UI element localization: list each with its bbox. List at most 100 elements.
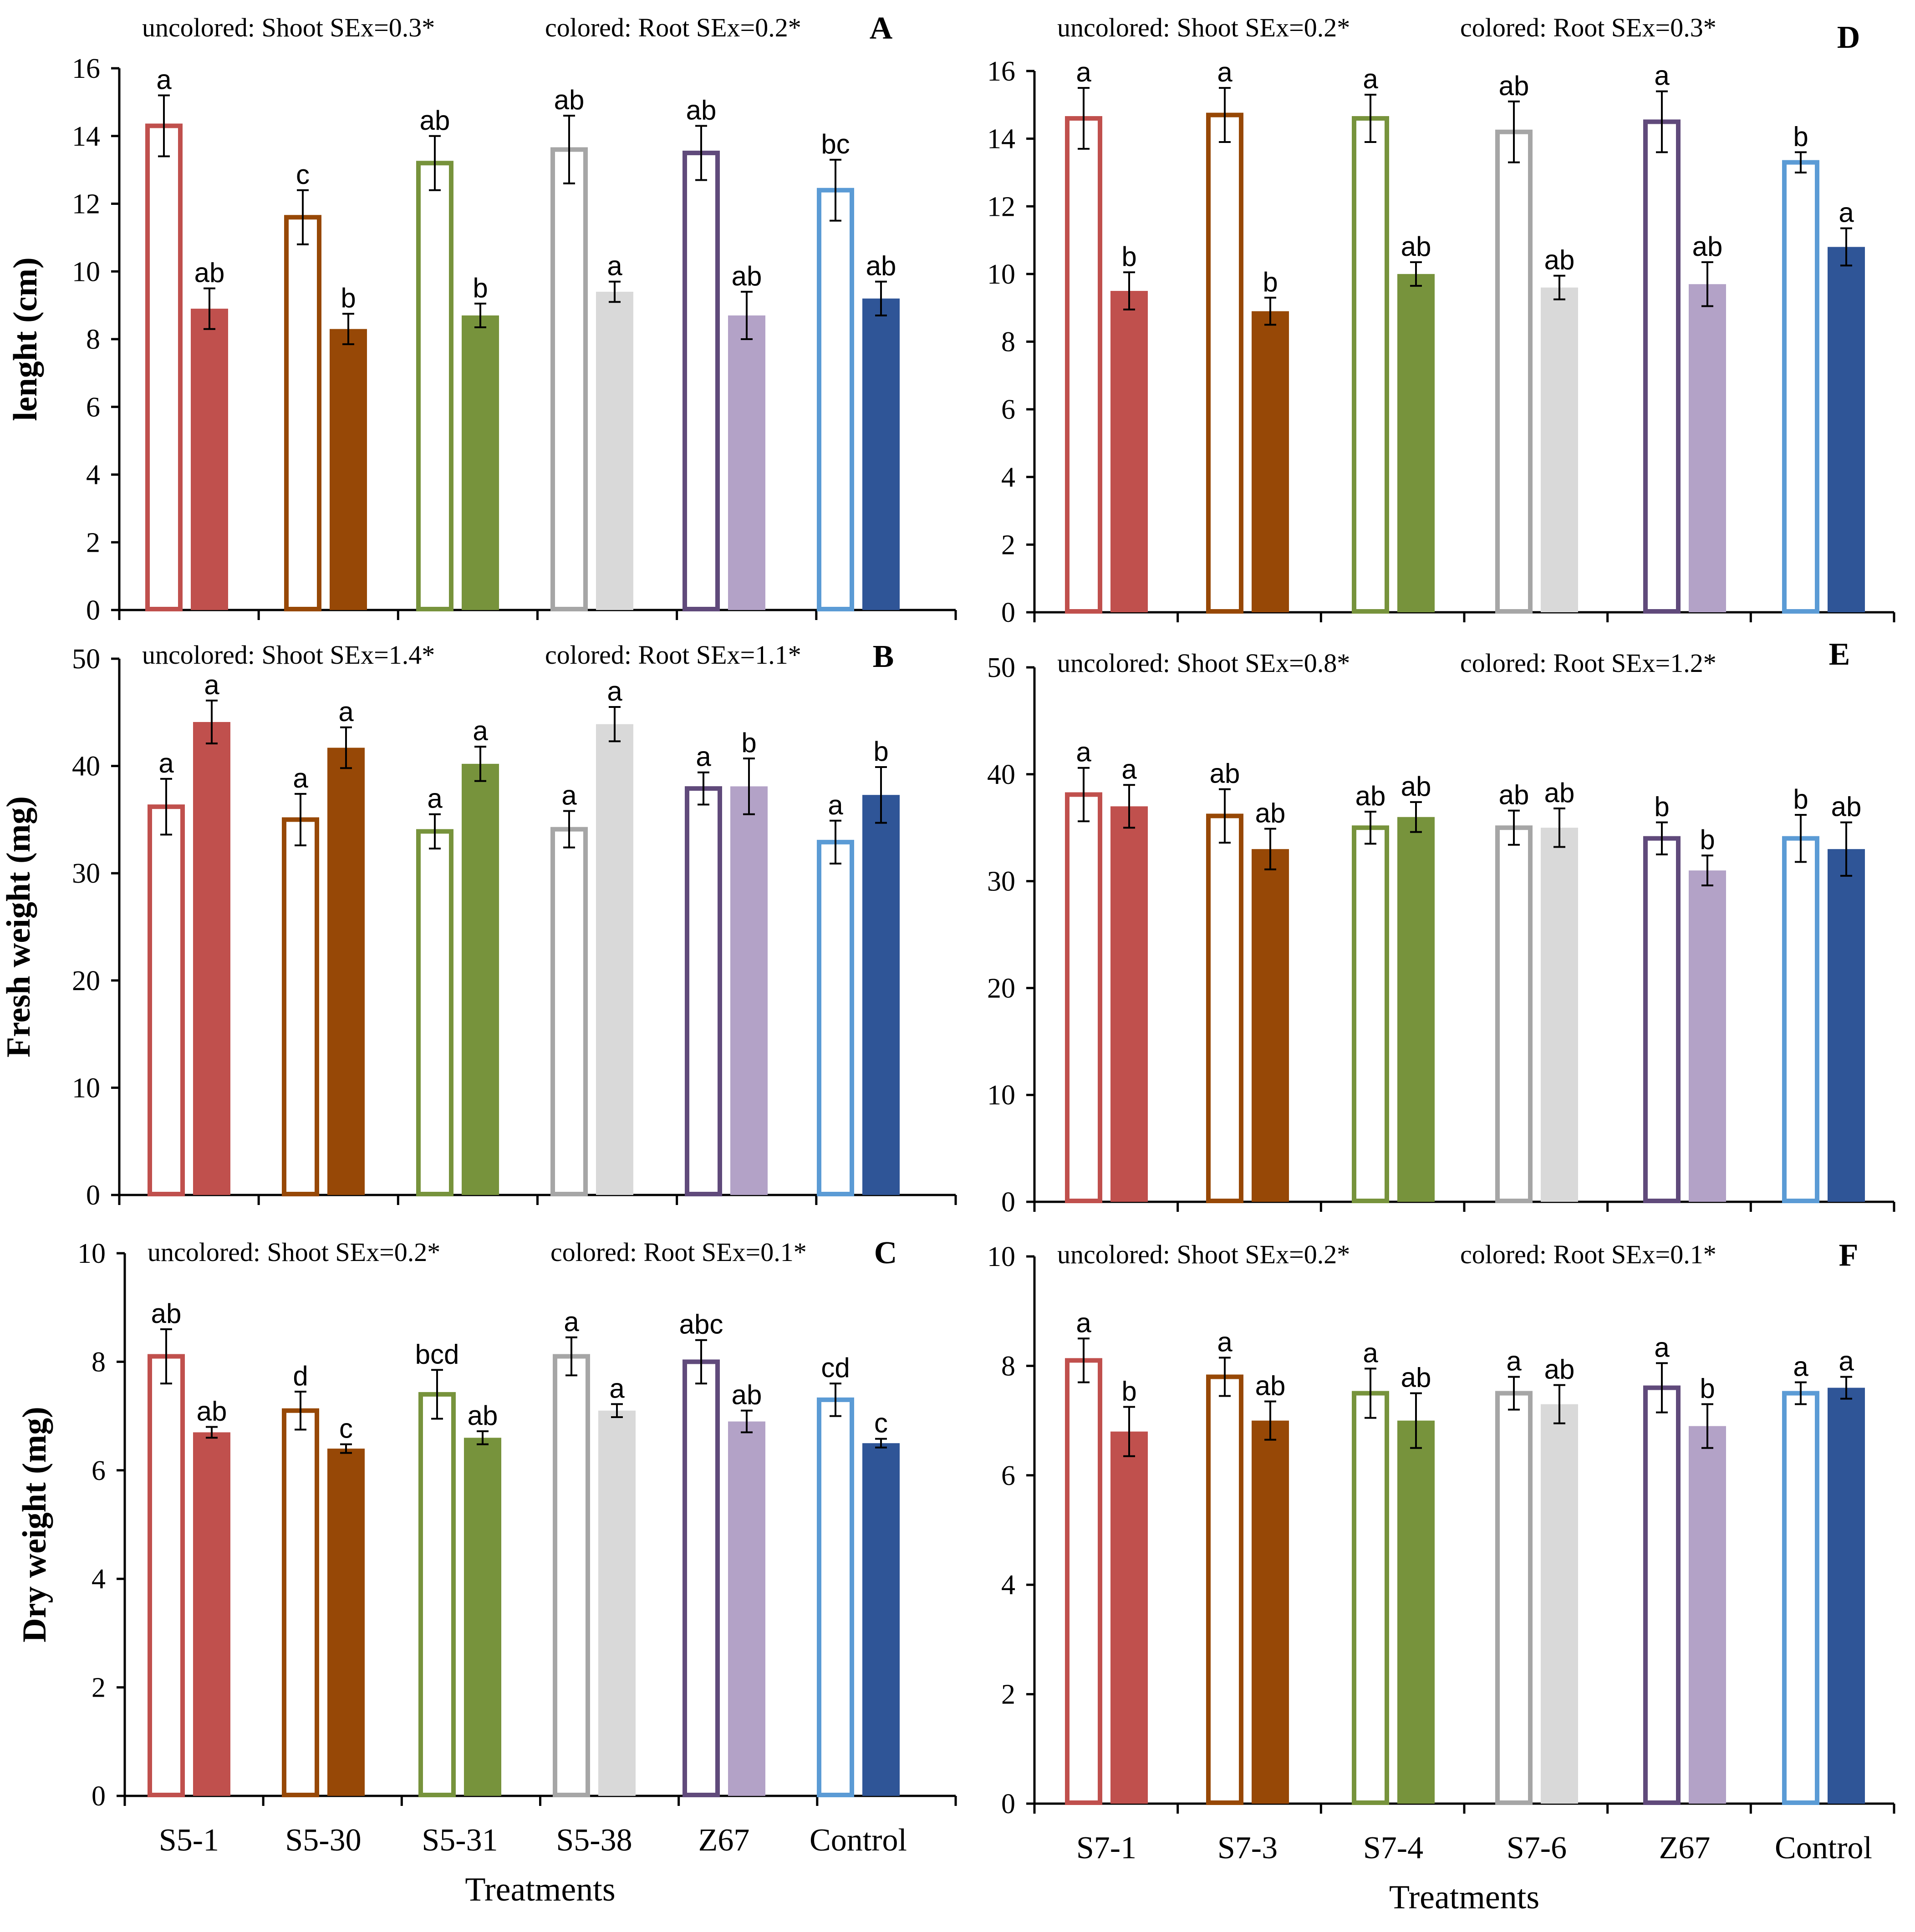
y-axis-title: Dry weight (mg) <box>16 1407 53 1642</box>
significance-letter: ab <box>194 257 225 288</box>
significance-letter: a <box>1076 57 1091 87</box>
significance-letter: a <box>338 697 354 727</box>
significance-letter: a <box>1121 754 1137 784</box>
significance-letter: ab <box>1499 71 1529 101</box>
shoot-bar-s7-3 <box>1206 813 1243 1203</box>
y-tick-label: 4 <box>92 1564 106 1595</box>
significance-letter: c <box>874 1408 888 1439</box>
shoot-bar-control <box>1782 160 1819 614</box>
y-tick-label: 20 <box>72 966 100 997</box>
shoot-bar-s5-38 <box>550 827 588 1196</box>
y-tick-label: 50 <box>72 644 100 675</box>
significance-letter: cd <box>821 1352 850 1383</box>
y-tick-label: 20 <box>987 973 1015 1004</box>
significance-letter: a <box>1839 1346 1854 1376</box>
shoot-bar-s5-1 <box>148 1354 185 1797</box>
root-bar-s5-1 <box>193 722 230 1195</box>
shoot-bar-s5-1 <box>148 804 185 1197</box>
significance-letter: ab <box>1255 798 1286 829</box>
y-tick-label: 10 <box>72 256 100 287</box>
significance-letter: b <box>1121 241 1136 272</box>
panel-letter: C <box>874 1235 897 1271</box>
significance-letter: ab <box>1831 791 1862 822</box>
shoot-bar-s7-4 <box>1352 1391 1389 1805</box>
significance-letter: ab <box>1544 778 1575 808</box>
y-tick-label: 6 <box>1001 1460 1015 1491</box>
shoot-bar-control <box>817 188 854 611</box>
significance-letter: ab <box>1401 1363 1431 1393</box>
y-tick-label: 30 <box>987 866 1015 897</box>
significance-letter: a <box>158 748 174 778</box>
y-tick-label: 0 <box>86 1180 100 1211</box>
shoot-bar-s5-30 <box>282 1408 319 1797</box>
y-tick-label: 40 <box>987 759 1015 790</box>
root-bar-s7-6 <box>1541 828 1578 1202</box>
y-tick-label: 10 <box>987 259 1015 290</box>
shoot-bar-s5-38 <box>553 1354 590 1797</box>
root-bar-z67 <box>728 1421 765 1796</box>
root-bar-s7-1 <box>1110 291 1148 612</box>
root-bar-s7-4 <box>1397 1420 1435 1804</box>
significance-letter: a <box>1793 1351 1808 1382</box>
y-tick-label: 0 <box>86 595 100 626</box>
y-tick-label: 6 <box>1001 394 1015 425</box>
y-tick-label: 14 <box>987 124 1015 155</box>
root-bar-s7-4 <box>1397 274 1435 612</box>
significance-letter: ab <box>1692 231 1723 262</box>
significance-letter: ab <box>1499 780 1529 810</box>
significance-letter: ab <box>420 105 450 136</box>
root-bar-control <box>1828 849 1865 1202</box>
significance-letter: ab <box>1355 781 1386 811</box>
root-bar-z67 <box>1689 284 1726 612</box>
significance-letter: ab <box>1401 231 1431 262</box>
panel-letter: F <box>1839 1238 1859 1273</box>
significance-letter: a <box>156 65 172 95</box>
y-tick-label: 6 <box>86 392 100 423</box>
significance-letter: a <box>607 251 622 281</box>
significance-letter: a <box>1363 1337 1378 1368</box>
y-tick-label: 2 <box>1001 1679 1015 1710</box>
shoot-bar-s7-1 <box>1065 1358 1102 1805</box>
significance-letter: b <box>341 283 356 313</box>
shoot-bar-z67 <box>1643 119 1681 614</box>
root-bar-s7-6 <box>1541 287 1578 612</box>
x-axis-title: Treatments <box>465 1871 615 1908</box>
significance-letter: bc <box>821 129 850 159</box>
y-tick-label: 10 <box>77 1238 106 1269</box>
significance-letter: ab <box>554 85 585 115</box>
significance-letter: a <box>696 742 711 772</box>
significance-letter: a <box>473 716 488 746</box>
shoot-bar-s7-1 <box>1065 792 1102 1203</box>
shoot-bar-s7-3 <box>1206 1374 1243 1805</box>
root-bar-s5-31 <box>462 763 499 1195</box>
panel-letter: E <box>1829 637 1850 672</box>
root-bar-z67 <box>1689 870 1726 1202</box>
significance-letter: ab <box>732 261 762 291</box>
root-se-note: colored: Root SEx=0.2* <box>545 13 801 42</box>
shoot-bar-s5-31 <box>418 1392 456 1797</box>
shoot-bar-z67 <box>1643 836 1681 1204</box>
significance-letter: a <box>607 676 622 707</box>
y-tick-label: 12 <box>987 191 1015 222</box>
y-tick-label: 2 <box>92 1673 106 1703</box>
significance-letter: abc <box>679 1309 723 1340</box>
y-tick-label: 0 <box>1001 597 1015 628</box>
significance-letter: a <box>1654 61 1670 91</box>
y-tick-label: 4 <box>1001 462 1015 493</box>
y-tick-label: 0 <box>1001 1789 1015 1820</box>
x-category-label: S7-1 <box>1076 1830 1136 1866</box>
y-tick-label: 0 <box>92 1781 106 1812</box>
shoot-bar-s5-31 <box>416 829 453 1197</box>
x-category-label: Z67 <box>1659 1830 1711 1866</box>
significance-letter: b <box>741 727 756 758</box>
y-tick-label: 16 <box>72 53 100 84</box>
panel-letter: B <box>873 639 894 674</box>
root-bar-control <box>1828 1388 1865 1804</box>
y-tick-label: 8 <box>92 1347 106 1378</box>
root-bar-s7-3 <box>1252 311 1289 612</box>
root-se-note: colored: Root SEx=0.1* <box>550 1237 807 1267</box>
root-bar-control <box>862 298 900 610</box>
x-category-label: S5-1 <box>159 1823 219 1858</box>
shoot-bar-z67 <box>685 786 722 1197</box>
